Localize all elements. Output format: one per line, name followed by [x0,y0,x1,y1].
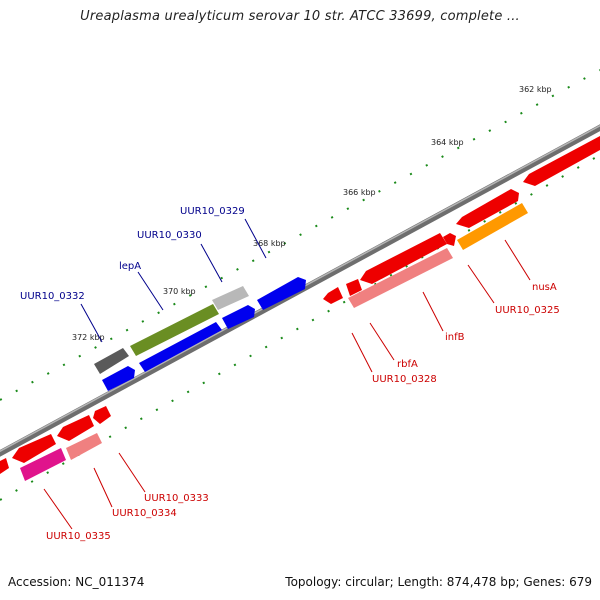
tick-label: 362 kbp [519,85,552,94]
gene-blue-3[interactable] [222,305,255,329]
tick-label: 370 kbp [163,287,196,296]
gene-label[interactable]: UUR10_0333 [144,493,209,504]
gene-label[interactable]: UUR10_0330 [137,230,202,241]
gene-red-3[interactable] [443,233,456,246]
gene-label[interactable]: infB [445,332,465,343]
tick-label: 368 kbp [253,239,286,248]
tick-label: 366 kbp [343,188,376,197]
gene-blue-4[interactable] [257,277,306,310]
gene-red-8[interactable] [57,415,94,441]
genome-summary: Topology: circular; Length: 874,478 bp; … [285,575,592,589]
gene-red-1[interactable] [523,136,600,186]
gene-pink-2[interactable] [66,433,102,460]
gene-label[interactable]: lepA [119,261,141,272]
gene-label[interactable]: UUR10_0325 [495,305,560,316]
gene-blue-2[interactable] [139,322,222,372]
gene-label[interactable]: UUR10_0335 [46,531,111,542]
gene-label[interactable]: UUR10_0328 [372,374,437,385]
gene-red-4[interactable] [360,233,447,284]
gene-label[interactable]: UUR10_0332 [20,291,85,302]
gene-label[interactable]: UUR10_0334 [112,508,177,519]
reverse-label-connectors [43,239,531,530]
gene-red-5[interactable] [346,279,362,296]
gene-blue-1[interactable] [102,366,135,391]
reverse-gene-labels: nusA UUR10_0325 infB rbfA UUR10_0328 UUR… [46,282,560,542]
gene-infB-pink[interactable] [348,248,453,308]
gene-block-forward [94,277,306,391]
gene-red-6[interactable] [323,287,343,304]
gene-block-reverse [0,136,600,481]
tick-label: 372 kbp [72,333,105,342]
forward-gene-labels: UUR10_0329 UUR10_0330 lepA UUR10_0332 [20,206,245,302]
gene-red-9[interactable] [12,434,56,463]
accession-label: Accession: NC_011374 [8,575,145,589]
gene-lepA-green[interactable] [130,304,219,356]
gene-label[interactable]: UUR10_0329 [180,206,245,217]
gene-red-10[interactable] [0,458,9,474]
gene-dark-gray[interactable] [94,348,129,374]
gene-nusA-orange[interactable] [457,203,528,250]
outer-guide-track [0,69,600,401]
gene-magenta[interactable] [20,448,66,481]
gene-light-gray[interactable] [212,286,249,310]
gene-label[interactable]: nusA [532,282,557,293]
gene-red-2[interactable] [456,189,519,228]
tick-label: 364 kbp [431,138,464,147]
scale-tick-labels: 362 kbp 364 kbp 366 kbp 368 kbp 370 kbp … [72,85,552,342]
forward-label-connectors [80,218,267,343]
gene-red-7[interactable] [93,406,111,424]
gene-label[interactable]: rbfA [397,359,418,370]
map-title: Ureaplasma urealyticum serovar 10 str. A… [80,9,520,24]
inner-guide-track [0,154,600,501]
